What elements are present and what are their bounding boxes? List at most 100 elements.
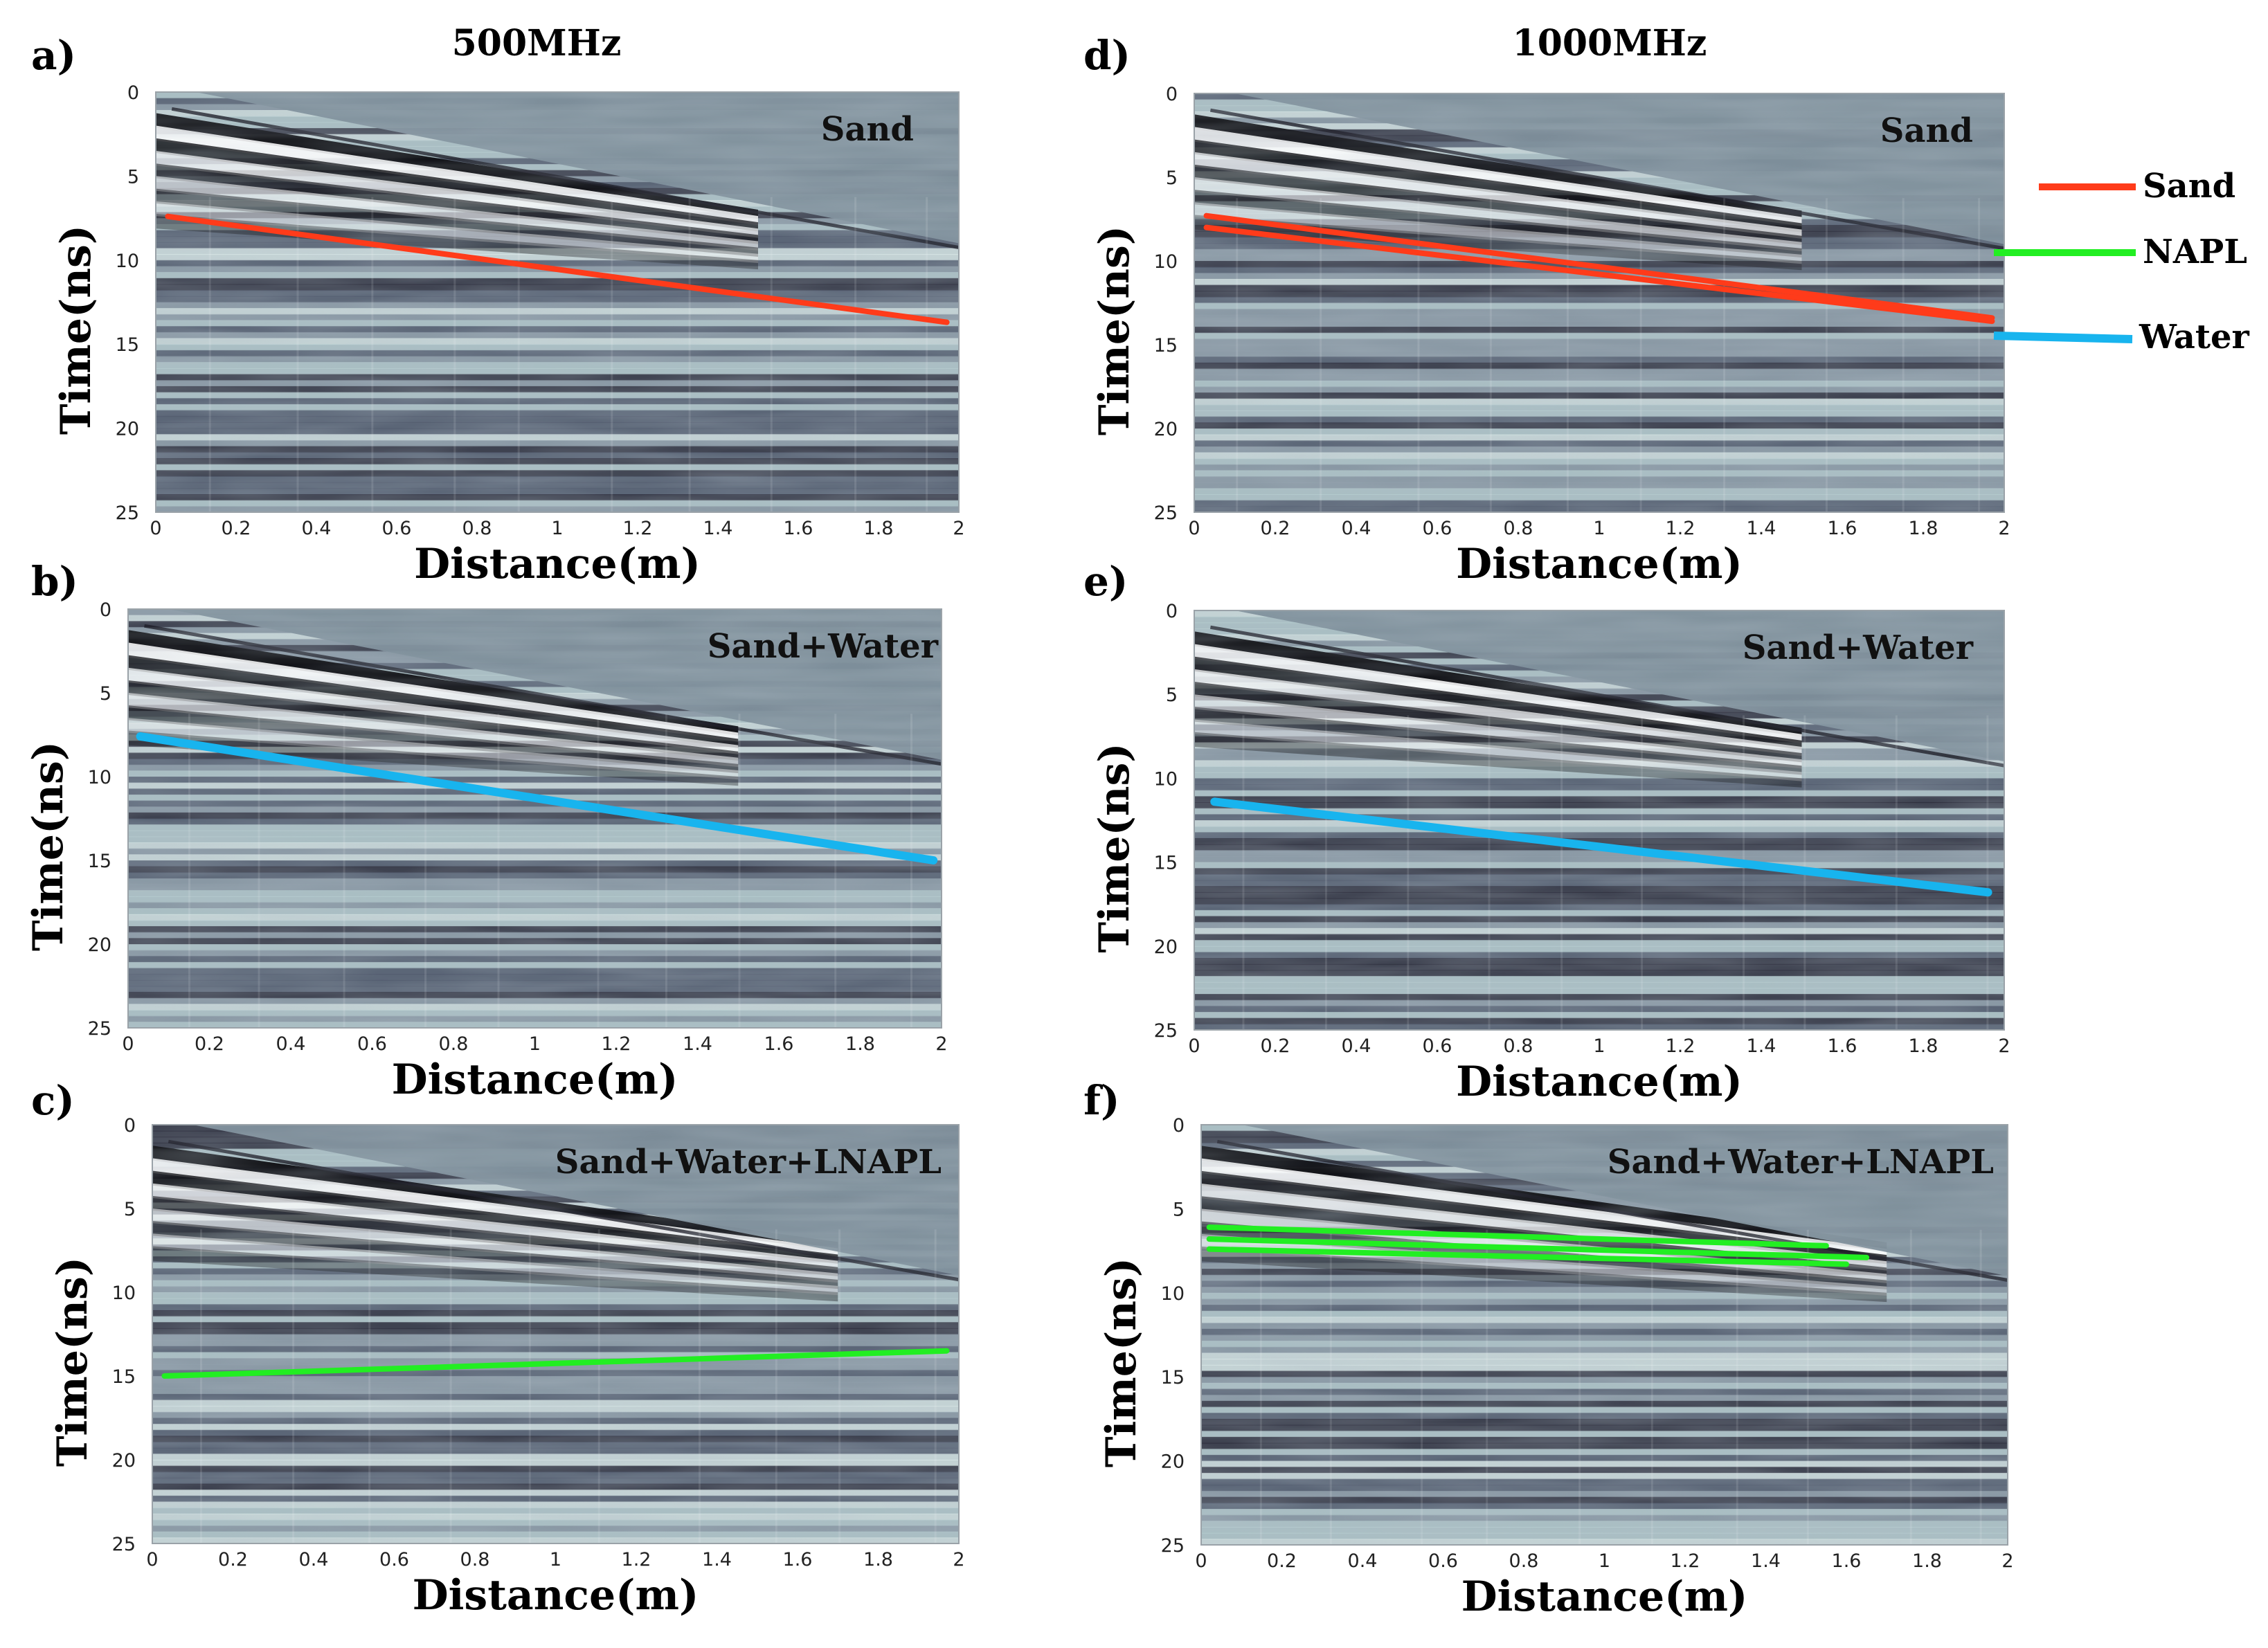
- x-tick-label: 1: [1593, 1035, 1605, 1057]
- x-tick-label: 1.2: [622, 1549, 651, 1570]
- y-tick-label: 25: [112, 1534, 136, 1555]
- radargram-texture: [128, 609, 942, 1028]
- x-tick-label: 0.8: [462, 518, 492, 539]
- x-tick-label: 1.2: [1666, 518, 1695, 539]
- y-tick-label: 15: [1161, 1367, 1185, 1388]
- y-axis-label: Time(ns): [1090, 226, 1139, 435]
- plot-frame: [1194, 93, 2005, 513]
- column-title-500mhz: 500MHz: [452, 22, 622, 64]
- panel-letter: d): [1083, 32, 1131, 79]
- x-tick-label: 0.4: [1348, 1550, 1378, 1572]
- x-tick-label: 0.2: [1261, 1035, 1290, 1057]
- radargram-texture: [152, 1125, 959, 1543]
- y-tick-label: 5: [1166, 685, 1178, 706]
- x-axis-label: Distance(m): [1456, 540, 1743, 588]
- plot-frame: [127, 608, 942, 1029]
- y-tick-label: 5: [1166, 167, 1178, 189]
- x-tick-label: 0.4: [1342, 518, 1371, 539]
- y-tick-label: 10: [112, 1283, 136, 1304]
- y-tick-label: 25: [116, 502, 139, 524]
- x-tick-label: 1.8: [1912, 1550, 1942, 1572]
- y-tick-label: 5: [127, 166, 139, 188]
- pick-line-napl-1: [1206, 1236, 1870, 1260]
- x-tick-label: 1.4: [1747, 518, 1776, 539]
- x-tick-label: 2: [953, 1549, 964, 1570]
- x-tick-label: 0.8: [1509, 1550, 1539, 1572]
- y-tick-label: 25: [1161, 1535, 1185, 1557]
- x-axis-label: Distance(m): [1461, 1573, 1748, 1621]
- y-tick-label: 10: [88, 767, 111, 788]
- x-tick-label: 0.4: [302, 518, 332, 539]
- x-tick-label: 1.8: [863, 1549, 893, 1570]
- x-tick-label: 1: [551, 518, 563, 539]
- legend-label-napl: NAPL: [2143, 233, 2247, 271]
- y-tick-label: 25: [1154, 502, 1178, 524]
- y-axis-label: Time(ns): [1097, 1258, 1146, 1467]
- panel-condition-label: Sand+Water: [1743, 628, 1974, 667]
- x-tick-label: 1.2: [1671, 1550, 1700, 1572]
- x-tick-label: 1.6: [1828, 518, 1857, 539]
- x-tick-label: 1.6: [1828, 1035, 1857, 1057]
- x-tick-label: 2: [1998, 1035, 2010, 1057]
- panel-letter: c): [31, 1077, 75, 1124]
- x-tick-label: 0.2: [1267, 1550, 1297, 1572]
- x-tick-label: 0: [150, 518, 161, 539]
- y-axis-label: Time(ns): [48, 1257, 97, 1467]
- x-tick-label: 0.6: [1423, 1035, 1452, 1057]
- x-tick-label: 0.6: [357, 1033, 387, 1055]
- legend-label-water: Water: [2139, 318, 2250, 356]
- x-tick-label: 0.2: [1261, 518, 1290, 539]
- panel-condition-label: Sand: [1880, 111, 1973, 150]
- radargram-texture: [1201, 1125, 2008, 1545]
- y-tick-label: 0: [124, 1115, 136, 1137]
- x-tick-label: 0.2: [195, 1033, 224, 1055]
- y-tick-label: 25: [88, 1018, 111, 1040]
- x-tick-label: 0: [1188, 1035, 1200, 1057]
- x-tick-label: 1.6: [764, 1033, 794, 1055]
- x-tick-label: 1.8: [864, 518, 894, 539]
- y-tick-label: 20: [112, 1450, 136, 1472]
- pick-line-napl-0: [1206, 1224, 1829, 1249]
- x-tick-label: 1.6: [784, 518, 813, 539]
- x-tick-label: 0.8: [460, 1549, 490, 1570]
- panel-e: 0 0.2 0.4 0.6 0.8 1 1.2 1.4 1.6 1.8 20510152025Dis…: [1083, 558, 2010, 1106]
- y-tick-label: 20: [88, 934, 111, 956]
- y-tick-label: 10: [1154, 251, 1178, 273]
- pick-line-water-0: [136, 732, 938, 864]
- x-tick-label: 0.6: [382, 518, 412, 539]
- panel-condition-label: Sand: [821, 110, 914, 149]
- pick-line-napl-2: [1206, 1246, 1849, 1267]
- panel-letter: e): [1083, 558, 1128, 605]
- y-tick-label: 15: [116, 334, 139, 356]
- y-tick-label: 10: [116, 251, 139, 272]
- legend: Sand NAPL Water: [1993, 167, 2250, 356]
- legend-label-sand: Sand: [2143, 167, 2235, 206]
- pick-line-sand-1: [1203, 224, 1995, 325]
- panel-condition-label: Sand+Water: [708, 627, 939, 666]
- y-tick-label: 20: [1161, 1451, 1185, 1473]
- x-tick-label: 1: [1599, 1550, 1610, 1572]
- x-tick-label: 1.8: [845, 1033, 875, 1055]
- x-tick-label: 0.2: [222, 518, 251, 539]
- y-axis-label: Time(ns): [1090, 743, 1139, 952]
- y-tick-label: 0: [100, 599, 111, 621]
- x-tick-label: 0.2: [218, 1549, 248, 1570]
- panels: 0 0.2 0.4 0.6 0.8 1 1.2 1.4 1.6 1.8 20510152025Dis…: [24, 32, 2014, 1621]
- y-tick-label: 20: [1154, 936, 1178, 958]
- x-tick-label: 1: [529, 1033, 541, 1055]
- y-tick-label: 0: [1166, 84, 1178, 105]
- x-tick-label: 2: [953, 518, 964, 539]
- x-tick-label: 0.6: [1423, 518, 1452, 539]
- y-tick-label: 0: [127, 82, 139, 104]
- x-tick-label: 0: [146, 1549, 158, 1570]
- pick-line-sand-0: [1203, 212, 1995, 321]
- x-tick-label: 0.6: [379, 1549, 409, 1570]
- panel-b: 0 0.2 0.4 0.6 0.8 1 1.2 1.4 1.6 1.8 20510152025Dis…: [24, 558, 948, 1104]
- x-axis-label: Distance(m): [414, 540, 701, 588]
- x-tick-label: 1.2: [602, 1033, 631, 1055]
- radargram-texture: [1194, 93, 2004, 512]
- y-axis-label: Time(ns): [24, 741, 73, 951]
- y-tick-label: 20: [116, 419, 139, 440]
- plot-frame: [1194, 610, 2005, 1031]
